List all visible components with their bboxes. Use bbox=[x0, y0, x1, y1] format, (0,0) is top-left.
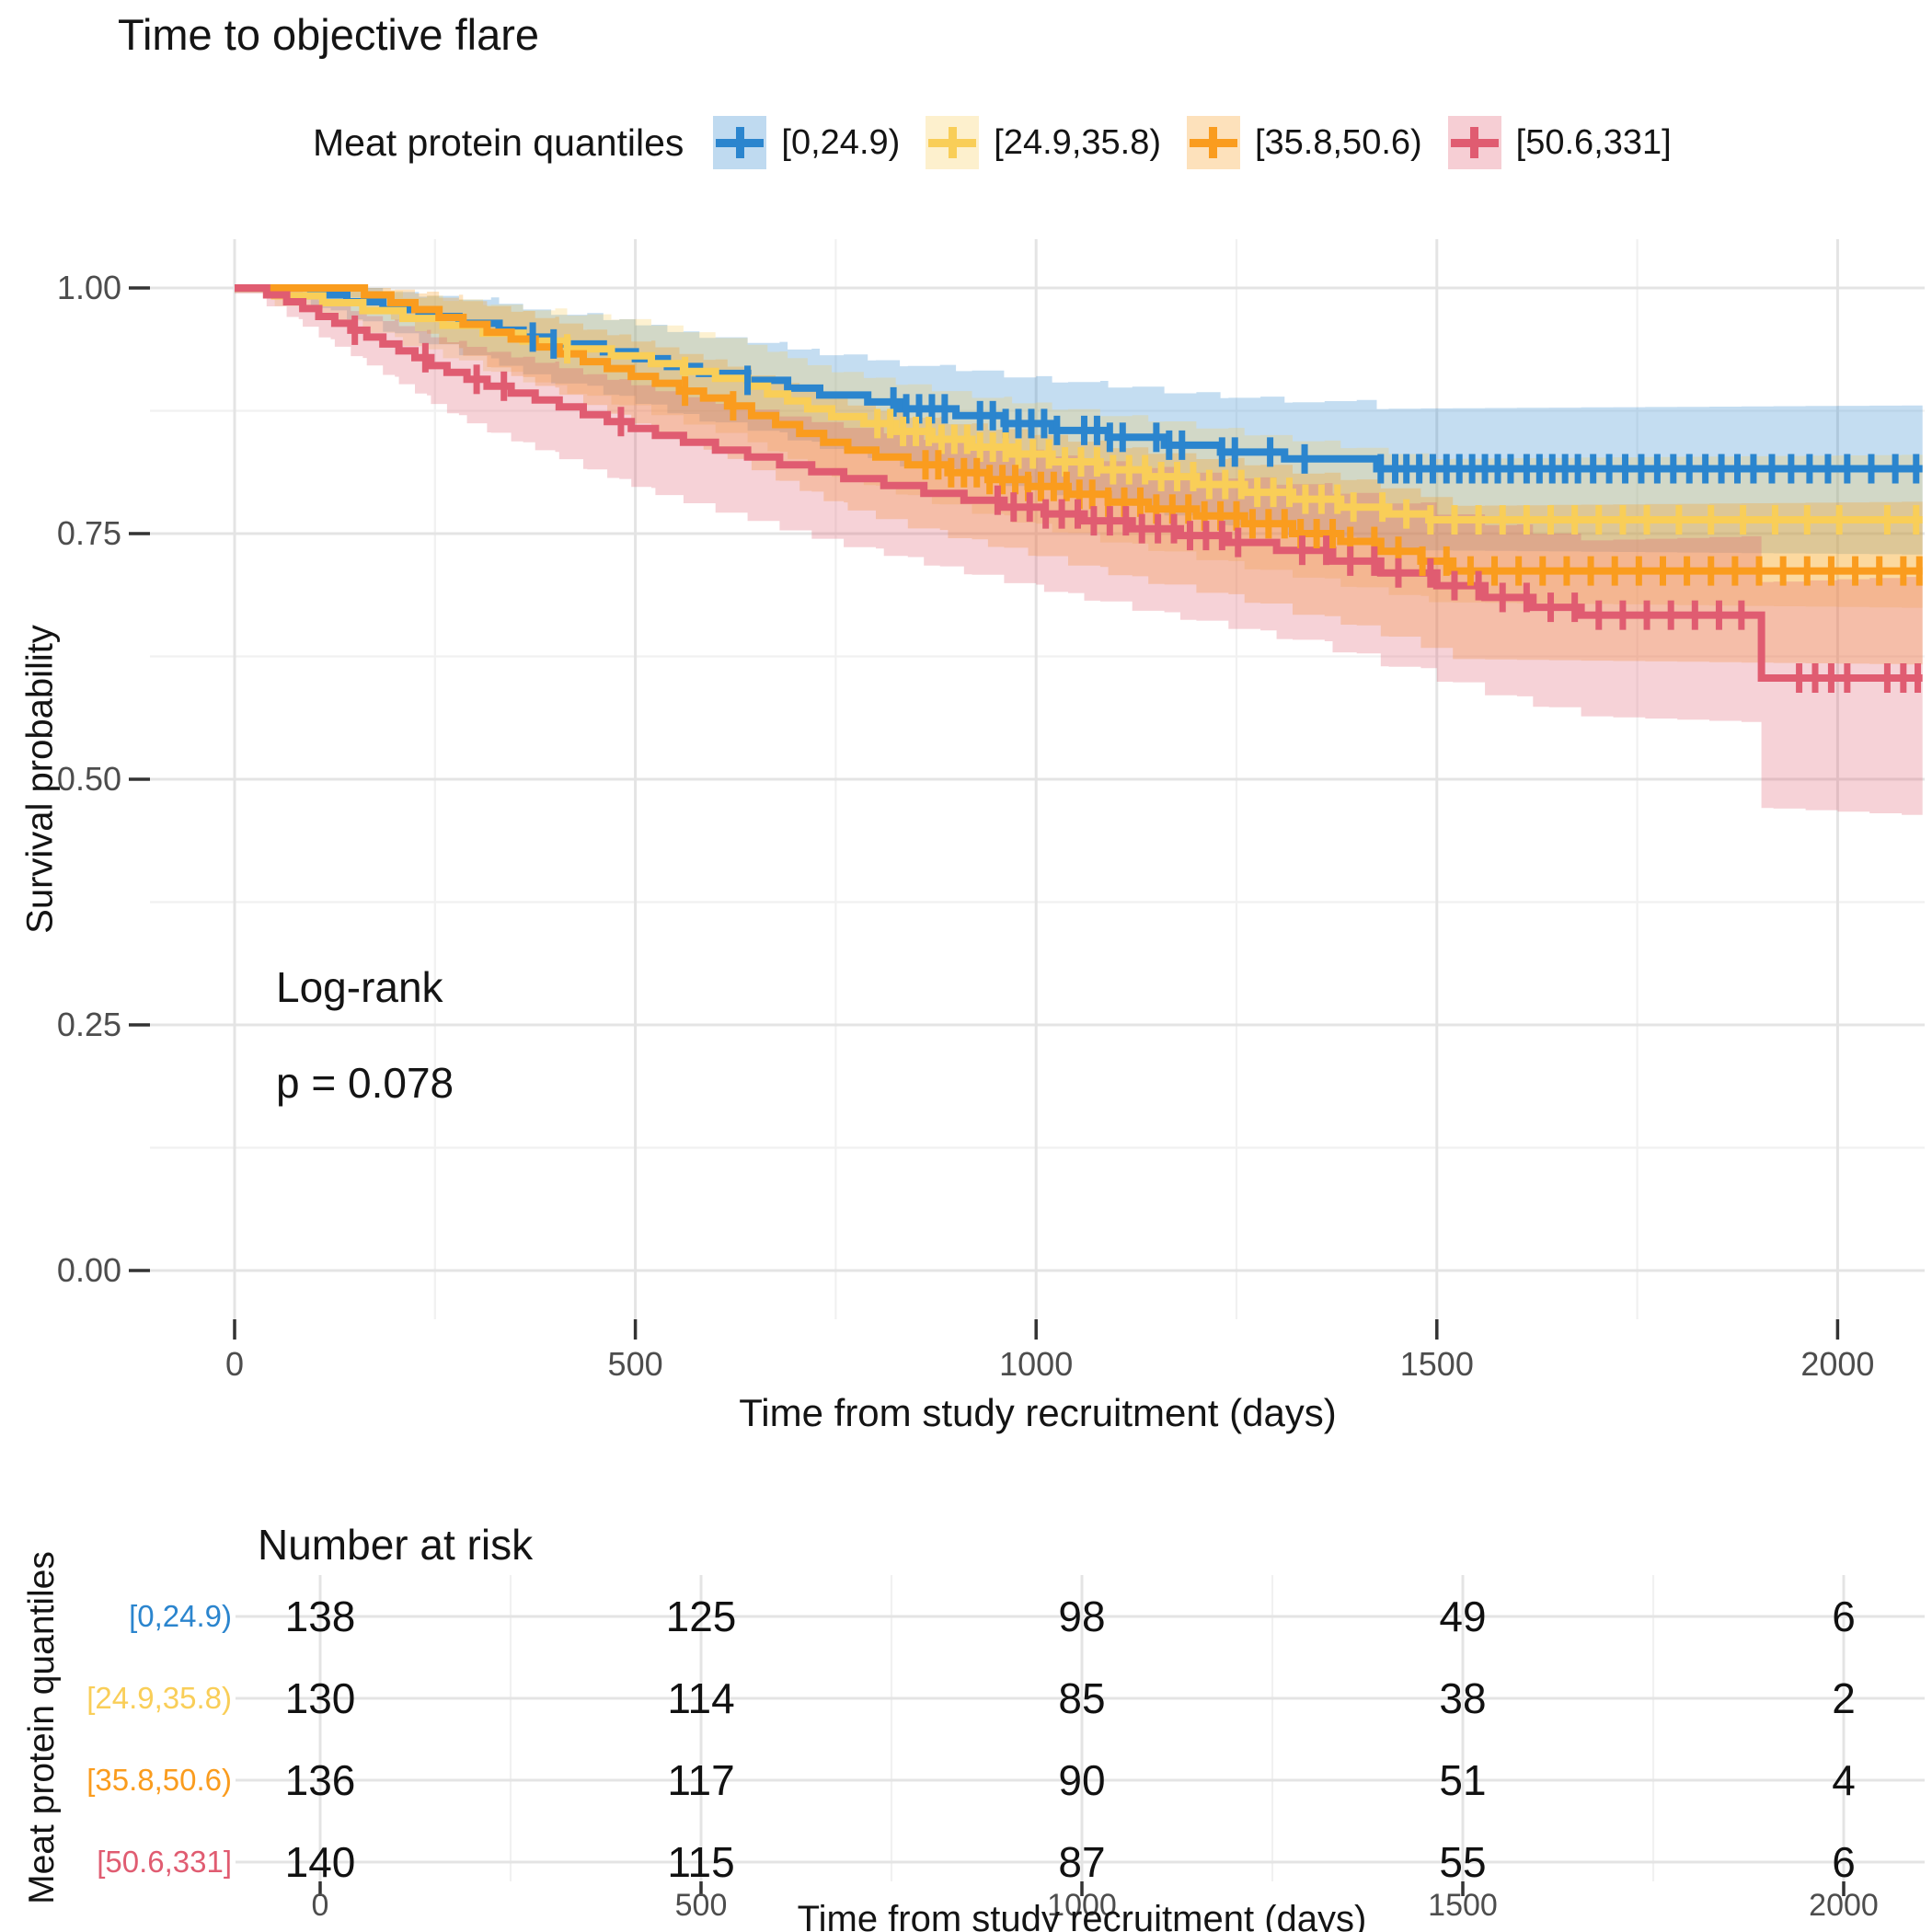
page-title: Time to objective flare bbox=[118, 10, 539, 59]
risk-count: 38 bbox=[1439, 1674, 1487, 1722]
risk-count: 130 bbox=[284, 1674, 356, 1722]
risk-row-label: [50.6,331] bbox=[97, 1845, 232, 1879]
legend-item-label: [35.8,50.6) bbox=[1254, 122, 1422, 162]
x-axis-title: Time from study recruitment (days) bbox=[739, 1391, 1337, 1434]
y-tick-label: 0.75 bbox=[56, 514, 121, 552]
risk-count: 90 bbox=[1058, 1756, 1106, 1804]
risk-row-label: [24.9,35.8) bbox=[86, 1681, 232, 1715]
legend-item-2: [35.8,50.6) bbox=[1186, 116, 1422, 169]
y-tick-label: 0.50 bbox=[56, 760, 121, 798]
legend-item-3: [50.6,331] bbox=[1447, 116, 1672, 169]
risk-tick-label: 2000 bbox=[1809, 1888, 1879, 1923]
legend-item-1: [24.9,35.8) bbox=[926, 116, 1161, 169]
legend-item-label: [50.6,331] bbox=[1515, 122, 1672, 162]
risk-x-axis-title: Time from study recruitment (days) bbox=[797, 1899, 1367, 1932]
x-tick-label: 2000 bbox=[1800, 1345, 1875, 1383]
risk-count: 138 bbox=[284, 1593, 356, 1640]
risk-count: 51 bbox=[1439, 1756, 1487, 1804]
risk-count: 98 bbox=[1058, 1593, 1106, 1640]
legend-items: [0,24.9) [24.9,35.8) [35.8,50.6) [50.6,331] bbox=[713, 116, 1672, 169]
y-tick-label: 0.25 bbox=[56, 1006, 121, 1043]
risk-count: 85 bbox=[1058, 1674, 1106, 1722]
risk-row-label: [0,24.9) bbox=[129, 1599, 232, 1633]
risk-count: 136 bbox=[284, 1756, 356, 1804]
legend-item-label: [0,24.9) bbox=[781, 122, 901, 162]
risk-count: 6 bbox=[1832, 1838, 1856, 1886]
risk-tick-label: 1500 bbox=[1428, 1888, 1498, 1923]
legend-key-plus-icon bbox=[926, 116, 980, 169]
risk-count: 87 bbox=[1058, 1838, 1106, 1886]
legend-key-plus-icon bbox=[1447, 116, 1501, 169]
legend-item-0: [0,24.9) bbox=[713, 116, 900, 169]
logrank-label: Log-rank bbox=[276, 963, 443, 1011]
risk-count: 114 bbox=[667, 1674, 735, 1722]
risk-tick-label: 0 bbox=[311, 1888, 329, 1923]
risk-count: 125 bbox=[665, 1593, 737, 1640]
y-tick-label: 1.00 bbox=[56, 269, 121, 306]
risk-row-label: [35.8,50.6) bbox=[86, 1763, 232, 1797]
risk-count: 55 bbox=[1439, 1838, 1487, 1886]
y-tick-label: 0.00 bbox=[56, 1251, 121, 1289]
p-value-label: p = 0.078 bbox=[276, 1059, 454, 1107]
legend-key-plus-icon bbox=[713, 116, 767, 169]
legend-title: Meat protein quantiles bbox=[313, 121, 684, 164]
legend-item-label: [24.9,35.8) bbox=[994, 122, 1161, 162]
risk-count: 140 bbox=[284, 1838, 356, 1886]
risk-table-title: Number at risk bbox=[258, 1521, 534, 1569]
risk-count: 49 bbox=[1439, 1593, 1487, 1640]
risk-count: 4 bbox=[1832, 1756, 1856, 1804]
x-tick-label: 1000 bbox=[999, 1345, 1074, 1383]
risk-count: 6 bbox=[1832, 1593, 1856, 1640]
legend: Meat protein quantiles [0,24.9) [24.9,35.… bbox=[313, 116, 1672, 169]
risk-count: 117 bbox=[667, 1756, 735, 1804]
risk-tick-label: 1000 bbox=[1047, 1888, 1117, 1923]
risk-count: 115 bbox=[667, 1838, 735, 1886]
x-tick-label: 0 bbox=[224, 1345, 245, 1383]
x-tick-label: 1500 bbox=[1399, 1345, 1474, 1383]
risk-count: 2 bbox=[1832, 1674, 1856, 1722]
legend-key-plus-icon bbox=[1186, 116, 1240, 169]
risk-tick-label: 500 bbox=[674, 1888, 728, 1923]
x-tick-label: 500 bbox=[607, 1345, 663, 1383]
